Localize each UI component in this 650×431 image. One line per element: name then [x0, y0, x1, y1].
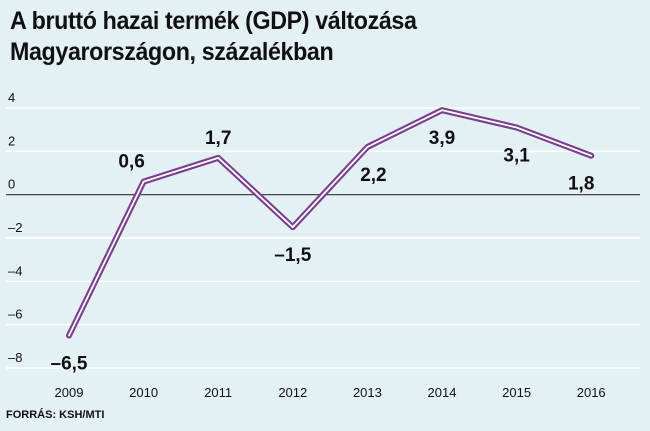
- y-tick-label: –6: [8, 307, 22, 322]
- source-note: FORRÁS: KSH/MTI: [6, 409, 105, 421]
- data-label-2015: 3,1: [503, 146, 530, 167]
- data-label-2010: 0,6: [118, 152, 144, 173]
- grid-lines: [6, 107, 640, 369]
- x-tick-label: 2013: [353, 385, 382, 400]
- y-tick-label: –4: [8, 263, 22, 278]
- x-tick-label: 2014: [428, 385, 457, 400]
- y-tick-label: –8: [8, 350, 22, 365]
- y-tick-label: 0: [8, 177, 15, 192]
- data-label-2013: 2,2: [360, 165, 386, 186]
- x-tick-label: 2011: [204, 385, 232, 400]
- x-tick-label: 2015: [502, 385, 531, 400]
- y-tick-label: 4: [8, 90, 15, 105]
- data-label-2012: –1,5: [274, 245, 311, 266]
- data-label-2016: 1,8: [568, 174, 594, 195]
- x-tick-label: 2009: [55, 385, 84, 400]
- y-tick-label: –2: [8, 220, 22, 235]
- x-tick-label: 2012: [278, 385, 307, 400]
- x-tick-label: 2010: [129, 385, 158, 400]
- data-label-2011: 1,7: [205, 128, 231, 149]
- data-label-2014: 3,9: [429, 128, 455, 149]
- y-tick-label: 2: [8, 133, 15, 148]
- series-line-inner: [68, 109, 593, 337]
- data-labels: –6,5 0,6 1,7 –1,5 2,2 3,9 3,1 1,8: [51, 128, 595, 375]
- chart-title: A bruttó hazai termék (GDP) változása Ma…: [10, 7, 417, 66]
- x-tick-labels: 2009 2010 2011 2012 2013 2014 2015 2016: [55, 385, 606, 400]
- series-line-outer: [66, 107, 595, 339]
- x-tick-label: 2016: [577, 385, 606, 400]
- gdp-series: [66, 107, 595, 339]
- y-tick-labels: 4 2 0 –2 –4 –6 –8: [8, 90, 22, 365]
- data-label-2009: –6,5: [51, 354, 88, 375]
